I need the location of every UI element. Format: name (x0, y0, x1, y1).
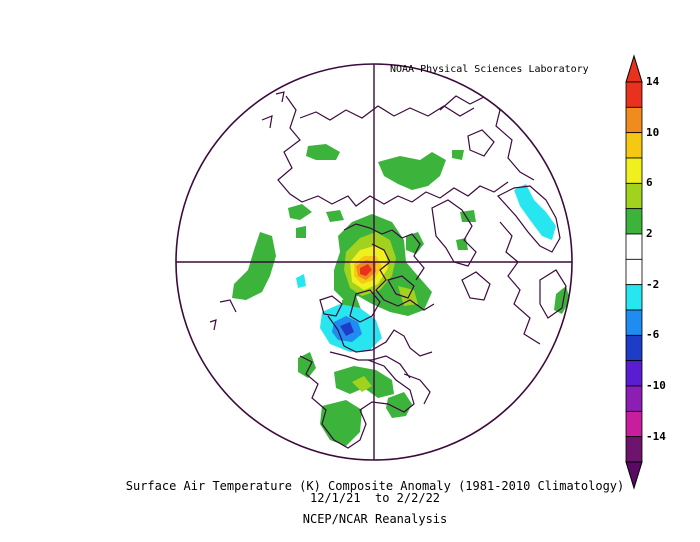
colorbar-segment (625, 334, 643, 362)
coastline (219, 299, 237, 313)
coastline (439, 95, 535, 181)
colorbar-segment (625, 360, 643, 387)
colorbar-tick-label: -2 (646, 277, 660, 291)
coastline (499, 221, 541, 345)
anomaly-patch (340, 322, 354, 336)
anomaly-patch (514, 184, 556, 240)
coastline (431, 199, 477, 267)
anomaly-patch (296, 274, 306, 288)
coastline (209, 319, 217, 331)
colorbar-tick-label: 10 (646, 125, 660, 139)
map-boundary (175, 63, 573, 461)
anomaly-patch (306, 144, 340, 160)
date-range: 12/1/21 to 2/2/22 (309, 491, 441, 505)
colorbar-segment (625, 157, 643, 184)
coastline (319, 295, 343, 317)
colorbar-bottom-arrow (625, 461, 643, 490)
anomaly-patch (298, 352, 316, 378)
anomaly-patch (398, 286, 418, 306)
anomaly-patch (360, 264, 372, 276)
coastlines (209, 91, 567, 449)
coastline (467, 129, 495, 157)
colorbar-segment (625, 258, 643, 286)
colorbar-top-arrow (625, 54, 643, 83)
anomaly-patch (296, 226, 306, 238)
coastline (299, 355, 415, 449)
anomaly-patch (288, 204, 312, 220)
colorbar-segment (625, 385, 643, 412)
colorbar-segment (625, 233, 643, 260)
colorbar-tick-label: -10 (646, 379, 666, 392)
colorbar-segment (625, 309, 643, 336)
dataset-label: NCEP/NCAR Reanalysis (302, 512, 448, 526)
anomaly-patch (378, 152, 446, 190)
colorbar-segment (625, 132, 643, 159)
coastline (299, 105, 475, 121)
colorbar-tick-label: 6 (646, 176, 653, 190)
coastline (387, 275, 415, 299)
coastline (343, 223, 425, 281)
colorbar-segment (625, 284, 643, 311)
colorbar-segment (625, 81, 643, 108)
coastline (329, 351, 411, 379)
anomaly-patch (406, 232, 424, 254)
colorbar-tick-label: 14 (646, 75, 660, 88)
anomaly-patch (452, 150, 464, 160)
anomaly-patch (232, 232, 276, 300)
credit-label: NOAA Physical Sciences Laboratory (390, 64, 589, 75)
anomaly-patch (456, 238, 468, 250)
colorbar-segment (625, 208, 643, 235)
coastline (327, 315, 433, 357)
colorbar-segment (625, 182, 643, 210)
coastline (461, 271, 491, 301)
colorbar-tick-label: 2 (646, 227, 653, 240)
colorbar-tick-label: -14 (646, 429, 666, 443)
coastline (349, 289, 381, 323)
anomaly-patch (320, 400, 362, 446)
anomaly-patch (352, 376, 372, 392)
coastline (275, 91, 285, 103)
colorbar-tick-label: -6 (646, 328, 660, 342)
coastline (497, 185, 561, 253)
map-title: Surface Air Temperature (K) Composite An… (125, 479, 625, 493)
anomaly-patch (554, 286, 570, 314)
coastline (261, 115, 273, 129)
colorbar-segment (625, 410, 643, 438)
coastline (403, 373, 431, 405)
anomaly-field (232, 144, 570, 446)
colorbar (625, 54, 643, 490)
colorbar-segment (625, 106, 643, 134)
coastline (371, 243, 435, 311)
coastline (277, 95, 509, 207)
colorbar-segment (625, 436, 643, 463)
anomaly-patch (326, 210, 344, 222)
coastline (539, 269, 567, 319)
